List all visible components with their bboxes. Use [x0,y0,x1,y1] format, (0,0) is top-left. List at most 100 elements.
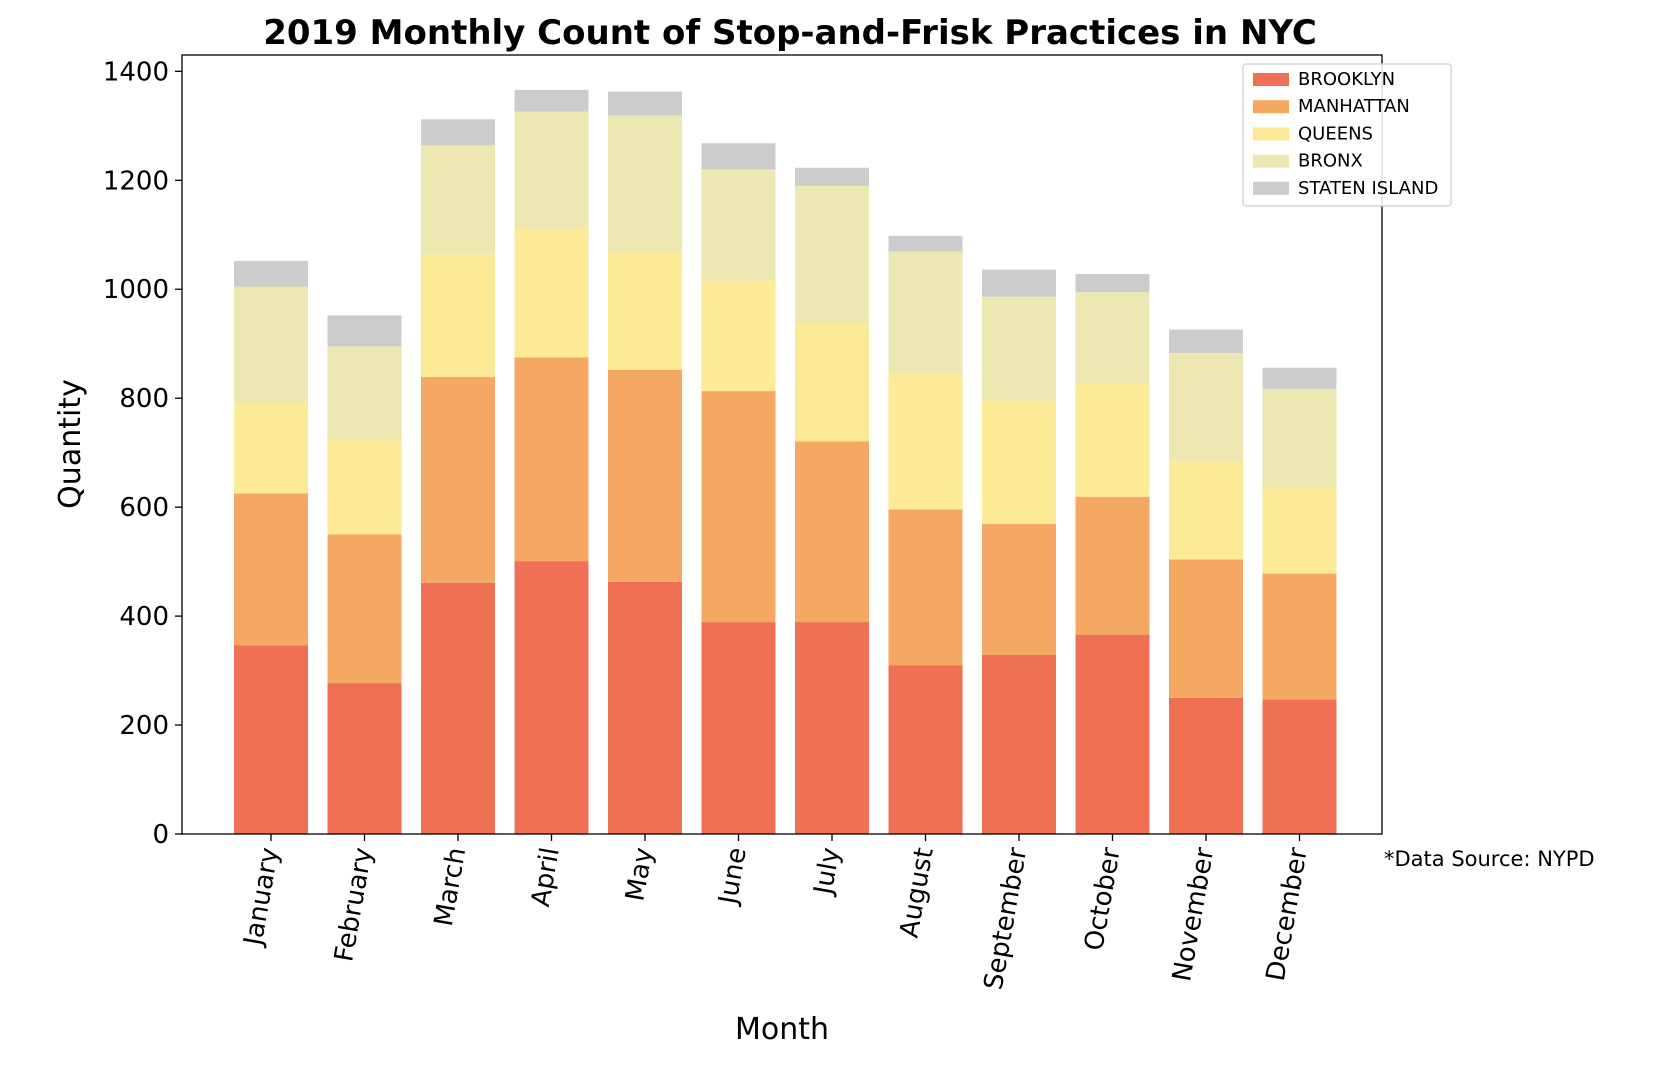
legend-label-bronx: BRONX [1298,151,1363,172]
bar-brooklyn-april [514,561,589,834]
x-tick-label-february: February [329,845,379,964]
bar-brooklyn-october [1075,634,1150,834]
bar-brooklyn-june [701,622,776,834]
bar-bronx-june [701,169,776,282]
bar-brooklyn-january [234,645,308,834]
bar-bronx-february [327,346,402,440]
legend-swatch-queens [1253,127,1289,141]
bar-staten-island-march [421,119,495,146]
bar-bronx-january [234,286,308,404]
bar-bronx-april [514,111,589,230]
bar-staten-island-january [234,260,308,287]
y-tick-label: 0 [152,820,169,850]
bar-staten-island-november [1169,329,1243,353]
bar-manhattan-january [234,493,308,646]
legend-swatch-staten-island [1253,181,1289,195]
bar-manhattan-october [1075,496,1150,635]
bar-staten-island-december [1262,367,1337,389]
x-tick-label-september: September [979,845,1034,992]
plot-frame [181,54,1383,835]
legend-label-manhattan: MANHATTAN [1298,96,1410,117]
bar-brooklyn-september [982,654,1056,834]
bar-bronx-november [1169,352,1243,462]
legend-label-brooklyn: BROOKLYN [1298,69,1395,90]
bar-brooklyn-july [795,622,869,834]
bar-manhattan-june [701,391,776,623]
bar-staten-island-july [795,167,869,186]
data-source-note: *Data Source: NYPD [1384,847,1595,871]
bar-manhattan-december [1262,573,1337,700]
y-tick-label: 800 [119,384,169,414]
bar-brooklyn-august [888,665,963,834]
x-tick-label-december: December [1261,845,1314,983]
legend: BROOKLYN MANHATTAN QUEENS BRONX STATEN ISLAN… [1242,63,1452,207]
bar-bronx-december [1262,388,1337,489]
bar-brooklyn-march [421,582,495,834]
bar-queens-september [982,400,1056,525]
bar-manhattan-may [608,369,682,582]
bar-staten-island-april [514,89,589,112]
bar-manhattan-august [888,509,963,666]
bar-manhattan-september [982,524,1056,655]
y-tick-label: 1200 [103,166,169,196]
bar-bronx-august [888,251,963,373]
bar-queens-april [514,229,589,358]
x-tick-label-may: May [620,845,659,903]
bar-queens-may [608,252,682,370]
bar-bronx-march [421,145,495,255]
y-tick-label: 400 [119,602,169,632]
y-tick-label: 1000 [103,275,169,305]
chart-title: 2019 Monthly Count of Stop-and-Frisk Pra… [263,13,1317,53]
bar-brooklyn-november [1169,697,1243,834]
x-axis-label: Month [735,1012,829,1047]
legend-swatch-brooklyn [1253,73,1289,86]
x-axis: January February March April May June July Augu… [238,834,1314,992]
legend-swatch-bronx [1253,154,1289,168]
legend-label-staten-island: STATEN ISLAND [1298,178,1438,199]
bar-staten-island-june [701,143,776,170]
x-tick-label-january: January [238,845,285,949]
x-tick-label-november: November [1167,845,1220,984]
x-tick-label-april: April [526,845,566,909]
bar-bronx-july [795,185,869,324]
bar-queens-february [327,439,402,535]
legend-swatch-manhattan [1253,100,1289,114]
legend-frame [1242,63,1452,207]
bar-queens-march [421,254,495,377]
legend-label-queens: QUEENS [1298,123,1373,144]
bar-manhattan-march [421,376,495,583]
bar-staten-island-october [1075,273,1150,292]
bar-queens-october [1075,384,1150,497]
bar-manhattan-february [327,534,402,684]
bar-brooklyn-february [327,683,402,834]
bar-queens-august [888,372,963,510]
y-tick-label: 600 [119,493,169,523]
bar-staten-island-august [888,235,963,252]
y-axis-label: Quantity [53,379,88,509]
x-tick-label-october: October [1079,845,1127,953]
y-axis: 0 200 400 600 800 1000 1200 1400 [103,57,182,850]
bar-staten-island-february [327,315,402,347]
x-tick-label-march: March [429,845,472,928]
bar-manhattan-april [514,357,589,562]
bar-staten-island-may [608,91,682,116]
bar-queens-june [701,281,776,392]
bar-bronx-october [1075,291,1150,385]
bars-layer [234,89,1337,834]
y-tick-label: 200 [119,711,169,741]
x-tick-label-july: July [808,845,846,898]
x-tick-label-june: June [713,845,753,908]
bar-bronx-september [982,296,1056,401]
bar-bronx-may [608,115,682,253]
y-tick-label: 1400 [103,57,169,87]
bar-queens-january [234,403,308,494]
bar-manhattan-july [795,441,869,623]
bar-queens-july [795,323,869,442]
bar-staten-island-september [982,269,1056,297]
bar-queens-november [1169,461,1243,560]
bar-queens-december [1262,488,1337,574]
bar-brooklyn-december [1262,699,1337,834]
x-tick-label-august: August [894,845,939,940]
bar-brooklyn-may [608,581,682,834]
